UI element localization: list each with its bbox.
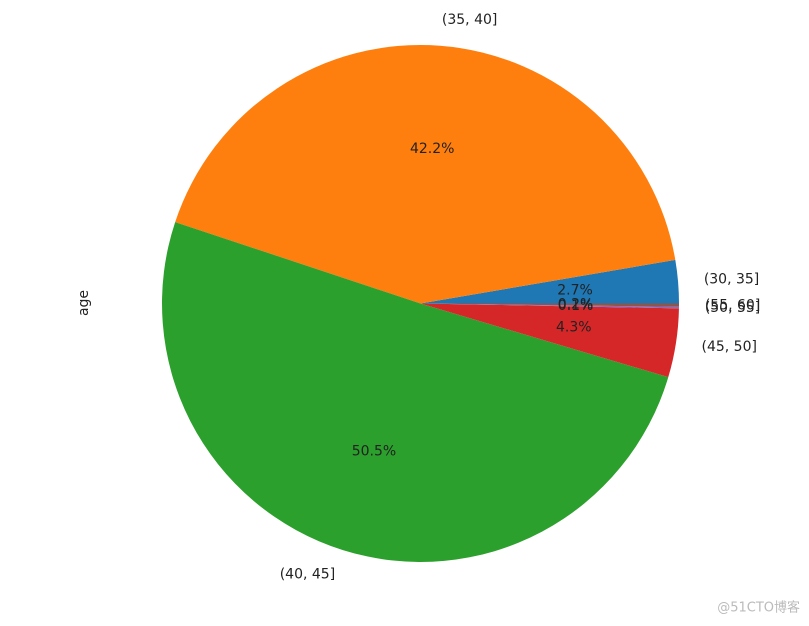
- slice-label: (40, 45]: [280, 567, 335, 583]
- slice-label: (35, 40]: [442, 12, 497, 28]
- pie-slice: [420, 303, 679, 309]
- pie-slice: [420, 259, 679, 304]
- pie-slice: [420, 303, 679, 307]
- pie-slice: [420, 303, 679, 378]
- y-axis-label: age: [76, 290, 92, 316]
- slice-label: (50, 55]: [705, 300, 760, 316]
- pie-slice: [162, 222, 669, 562]
- pct-label: 4.3%: [556, 319, 592, 335]
- pct-label: 0.1%: [558, 298, 594, 314]
- pct-label: 50.5%: [352, 443, 396, 459]
- slice-label: (45, 50]: [701, 339, 756, 355]
- pie-slice: [175, 44, 676, 304]
- slice-label: (55, 60]: [705, 297, 760, 313]
- watermark: @51CTO博客: [717, 600, 800, 616]
- slice-label: (30, 35]: [704, 271, 759, 287]
- pct-label: 42.2%: [410, 141, 454, 157]
- pct-label: 2.7%: [557, 282, 593, 298]
- pct-label: 0.2%: [558, 296, 594, 312]
